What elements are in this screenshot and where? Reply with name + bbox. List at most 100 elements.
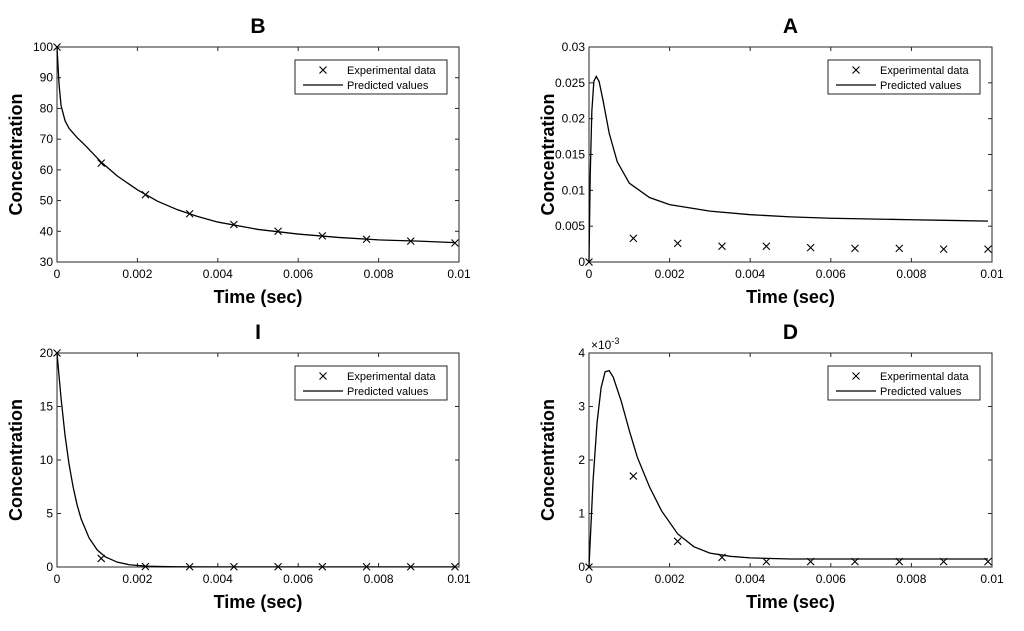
data-point-marker [451,239,459,247]
x-axis-label: Time (sec) [746,592,835,612]
y-tick-label: 60 [40,163,54,177]
x-tick-label: 0.006 [283,572,313,586]
y-axis-label: Concentration [6,93,26,215]
y-tick-label: 100 [33,40,53,54]
data-point-marker [762,242,771,251]
series-line-predicted-values [588,74,988,263]
chart-panel-B: B 0 0.002 0.004 0.006 0.008 0.01 30 40 50 60 70 80 90… [6,15,471,307]
x-tick-label: 0.002 [122,572,152,586]
data-point-marker [851,244,859,253]
x-tick-label: 0.01 [447,267,471,281]
data-point-marker [762,557,771,566]
y-tick-label: 50 [40,194,54,208]
data-point-marker [939,245,948,253]
chart-title: B [250,15,265,38]
x-tick-label: 0.006 [816,572,846,586]
x-tick-label: 0.004 [735,572,765,586]
data-point-marker [673,239,682,248]
data-point-marker [806,243,815,252]
legend-entry-predicted-values: Predicted values [880,80,962,92]
series-line-predicted-values [588,369,988,568]
data-point-marker [97,159,106,167]
legend: Experimental data Predicted values [827,365,981,401]
legend-entry-predicted-values: Predicted values [347,386,429,398]
y-axis-label: Concentration [6,399,26,521]
y-tick-label: 40 [40,224,54,238]
x-axis-label: Time (sec) [214,592,303,612]
x-tick-label: 0.002 [655,267,685,281]
y-tick-label: 0.02 [562,112,586,126]
legend-entry-experimental-data: Experimental data [880,65,970,77]
y-axis-label: Concentration [538,93,558,215]
x-tick-label: 0.008 [364,572,394,586]
legend-entry-predicted-values: Predicted values [347,80,429,92]
x-tick-label: 0.006 [283,267,313,281]
x-tick-label: 0.004 [735,267,765,281]
chart-panel-A: A 0 0.002 0.004 0.006 0.008 0.01 0 0.005 0.01 0.01… [538,15,1004,307]
legend: Experimental data Predicted values [827,59,981,95]
legend-box [827,365,981,401]
chart-title: A [783,15,798,38]
y-tick-label: 3 [578,400,585,414]
x-tick-label: 0.004 [203,572,233,586]
chart-title: I [255,321,261,344]
x-axis-label: Time (sec) [214,287,303,307]
data-point-marker [718,242,726,251]
x-tick-label: 0 [586,267,593,281]
y-tick-label: 10 [40,453,54,467]
y-tick-label: 1 [578,507,585,521]
data-point-marker [895,244,904,253]
legend-marker-x [852,372,860,380]
series-line-predicted-values [56,352,455,568]
chart-panel-I: I 0 0.002 0.004 0.006 0.008 0.01 0 5 10 15 20 Time (… [6,321,471,612]
y-tick-label: 20 [40,346,54,360]
y-tick-label: 5 [46,507,53,521]
chart-panel-D: D 0 0.002 0.004 0.006 0.008 0.01 0 1 2 3 4 Time (sec… [538,321,1004,612]
legend-box [294,365,448,401]
legend-entry-experimental-data: Experimental data [347,371,437,383]
axis-multiplier: ×10-3 [591,336,619,352]
legend: Experimental data Predicted values [294,365,448,401]
x-tick-label: 0.01 [447,572,471,586]
x-tick-label: 0 [54,572,61,586]
legend-marker-x [319,372,327,380]
y-tick-label: 15 [40,400,54,414]
x-tick-label: 0.004 [203,267,233,281]
data-point-marker [673,537,682,546]
chart-title: D [783,321,798,344]
x-tick-label: 0.006 [816,267,846,281]
series-line-predicted-values [56,46,456,244]
y-tick-label: 0 [46,560,53,574]
x-tick-label: 0.002 [122,267,152,281]
y-tick-label: 0.03 [562,40,586,54]
data-point-marker [629,234,638,243]
legend-entry-experimental-data: Experimental data [880,371,970,383]
y-tick-label: 0 [578,560,585,574]
data-point-marker [984,245,992,253]
y-tick-label: 0.005 [555,219,585,233]
y-tick-label: 0.025 [555,76,585,90]
legend-marker-x [852,66,860,74]
y-tick-label: 0 [578,255,585,269]
legend-entry-predicted-values: Predicted values [880,386,962,398]
x-tick-label: 0.008 [364,267,394,281]
y-tick-label: 70 [40,132,54,146]
y-tick-label: 90 [40,71,54,85]
legend-box [294,59,448,95]
y-tick-label: 4 [578,346,585,360]
x-tick-label: 0.008 [896,267,926,281]
x-tick-label: 0.01 [980,572,1004,586]
x-tick-label: 0.002 [655,572,685,586]
x-tick-label: 0.008 [896,572,926,586]
x-tick-label: 0 [54,267,61,281]
y-tick-label: 0.01 [562,183,586,197]
y-tick-label: 2 [578,453,585,467]
legend: Experimental data Predicted values [294,59,448,95]
x-tick-label: 0 [586,572,593,586]
legend-entry-experimental-data: Experimental data [347,65,437,77]
y-tick-label: 30 [40,255,54,269]
x-axis-label: Time (sec) [746,287,835,307]
legend-marker-x [319,66,327,74]
data-point-marker [629,472,638,480]
